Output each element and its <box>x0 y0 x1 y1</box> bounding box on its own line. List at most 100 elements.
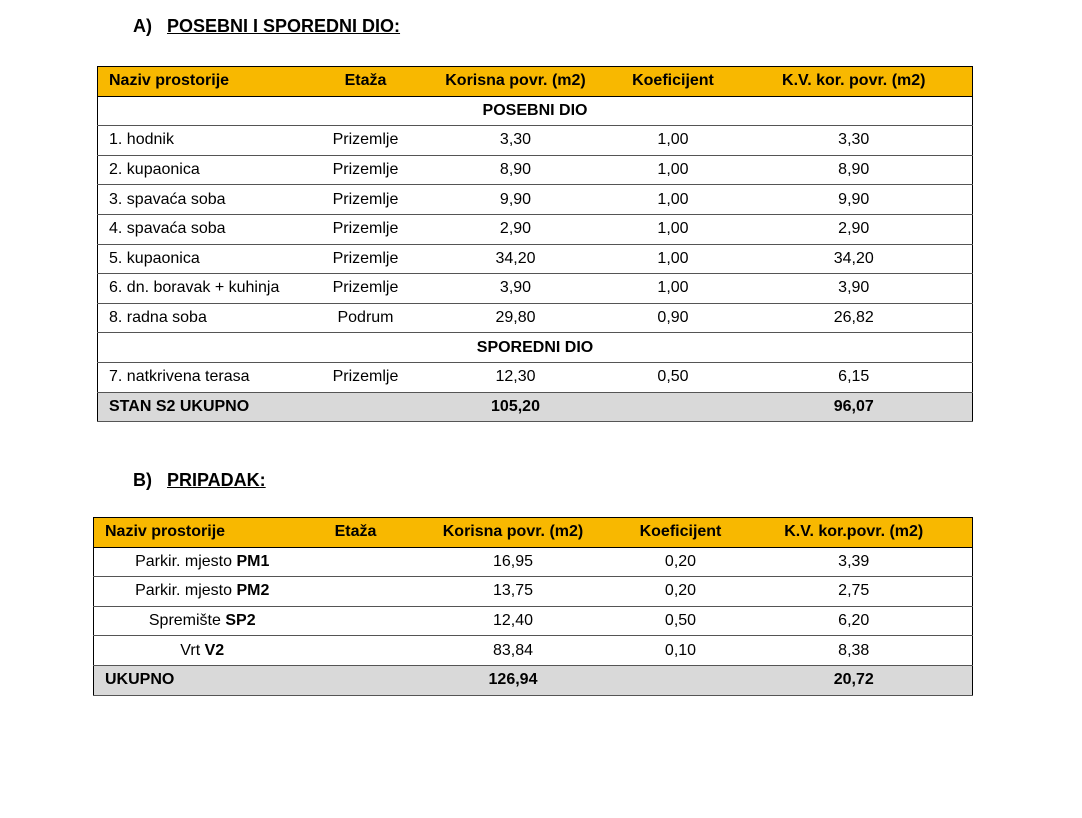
table-cell <box>610 392 736 423</box>
table-cell: 2,90 <box>735 214 973 245</box>
table-cell: 3,90 <box>420 273 611 304</box>
table-cell: 26,82 <box>735 303 973 334</box>
table-row: 5. kupaonica Prizemlje 34,20 1,00 34,20 <box>97 244 973 275</box>
section-heading: A) POSEBNI I SPOREDNI DIO: <box>133 16 400 37</box>
table-cell: 12,30 <box>420 362 611 393</box>
section-label: A) <box>133 16 152 36</box>
item-code: PM2 <box>236 582 270 600</box>
table: Naziv prostorije Etaža Korisna povr. (m2) K… <box>97 66 973 423</box>
table-cell <box>310 392 421 423</box>
table-cell: 2,90 <box>420 214 611 245</box>
total-row: STAN S2 UKUPNO 105,20 96,07 <box>97 392 973 423</box>
section-title: PRIPADAK: <box>167 470 266 490</box>
group-label: POSEBNI DIO <box>97 96 973 127</box>
table-row: 2. kupaonica Prizemlje 8,90 1,00 8,90 <box>97 155 973 186</box>
table-cell: Prizemlje <box>310 362 421 393</box>
total-row: UKUPNO 126,94 20,72 <box>93 665 973 696</box>
table-cell <box>310 635 401 666</box>
table-cell: 0,10 <box>625 635 736 666</box>
table-cell: 5. kupaonica <box>97 244 311 275</box>
item-name: Vrt <box>180 641 201 659</box>
table-cell: 34,20 <box>735 244 973 275</box>
table-cell: 3,30 <box>420 125 611 156</box>
table-row: Parkir. mjesto PM1 16,95 0,20 3,39 <box>93 547 973 578</box>
table: Naziv prostorije Etaža Korisna povr. (m2) K… <box>93 517 973 696</box>
total-label: UKUPNO <box>93 665 311 696</box>
table-cell: 0,90 <box>610 303 736 334</box>
item-code: SP2 <box>225 612 256 630</box>
group-row: POSEBNI DIO <box>97 96 973 127</box>
table-cell: 8,38 <box>735 635 973 666</box>
table-cell: 0,50 <box>610 362 736 393</box>
group-row: SPOREDNI DIO <box>97 332 973 363</box>
table-cell: 2,75 <box>735 576 973 607</box>
table-cell: 6,15 <box>735 362 973 393</box>
item-name: Spremište <box>148 612 221 630</box>
table-cell: 9,90 <box>735 184 973 215</box>
table-cell: 7. natkrivena terasa <box>97 362 311 393</box>
table-cell: 0,20 <box>625 576 736 607</box>
table-cell: Podrum <box>310 303 421 334</box>
table-cell: 8,90 <box>420 155 611 186</box>
table-cell: 1,00 <box>610 273 736 304</box>
section-heading: B) PRIPADAK: <box>133 470 266 491</box>
table-cell: Parkir. mjesto PM2 <box>93 576 311 607</box>
total-label: STAN S2 UKUPNO <box>97 392 311 423</box>
table-row: 1. hodnik Prizemlje 3,30 1,00 3,30 <box>97 125 973 156</box>
table-cell <box>625 665 736 696</box>
table-cell: 1,00 <box>610 214 736 245</box>
header-cell: K.V. kor.povr. (m2) <box>735 517 973 548</box>
table-cell: 8,90 <box>735 155 973 186</box>
table-cell <box>310 547 401 578</box>
table-cell: 6,20 <box>735 606 973 637</box>
header-cell: K.V. kor. povr. (m2) <box>735 66 973 97</box>
table-cell: 6. dn. boravak + kuhinja <box>97 273 311 304</box>
header-cell: Korisna povr. (m2) <box>420 66 611 97</box>
table-cell: Prizemlje <box>310 155 421 186</box>
table-cell: 1,00 <box>610 125 736 156</box>
table-cell: 12,40 <box>400 606 626 637</box>
table-cell: 4. spavaća soba <box>97 214 311 245</box>
header-row: Naziv prostorije Etaža Korisna povr. (m2) K… <box>97 66 973 97</box>
header-cell: Etaža <box>310 517 401 548</box>
table-row: Vrt V2 83,84 0,10 8,38 <box>93 635 973 666</box>
table-cell: 3,39 <box>735 547 973 578</box>
table-row: 6. dn. boravak + kuhinja Prizemlje 3,90 1,0… <box>97 273 973 304</box>
table-row: 7. natkrivena terasa Prizemlje 12,30 0,50 6,… <box>97 362 973 393</box>
header-cell: Naziv prostorije <box>97 66 311 97</box>
header-cell: Koeficijent <box>625 517 736 548</box>
header-cell: Naziv prostorije <box>93 517 311 548</box>
table-cell <box>310 606 401 637</box>
header-cell: Etaža <box>310 66 421 97</box>
item-name: Parkir. mjesto <box>135 552 233 570</box>
table-cell: Prizemlje <box>310 273 421 304</box>
total-weighted-area: 20,72 <box>735 665 973 696</box>
table-cell: 1. hodnik <box>97 125 311 156</box>
table-cell: Prizemlje <box>310 244 421 275</box>
table-row: 3. spavaća soba Prizemlje 9,90 1,00 9,90 <box>97 184 973 215</box>
table-row: Spremište SP2 12,40 0,50 6,20 <box>93 606 973 637</box>
table-cell: 9,90 <box>420 184 611 215</box>
table-cell: 29,80 <box>420 303 611 334</box>
item-name: Parkir. mjesto <box>135 582 233 600</box>
table-cell: Parkir. mjesto PM1 <box>93 547 311 578</box>
table-cell: 83,84 <box>400 635 626 666</box>
table-cell: 0,20 <box>625 547 736 578</box>
table-cell: Prizemlje <box>310 125 421 156</box>
total-area: 126,94 <box>400 665 626 696</box>
table-cell: 13,75 <box>400 576 626 607</box>
table-cell: Prizemlje <box>310 184 421 215</box>
table-cell: Prizemlje <box>310 214 421 245</box>
table-cell <box>310 576 401 607</box>
total-area: 105,20 <box>420 392 611 423</box>
header-cell: Korisna povr. (m2) <box>400 517 626 548</box>
table-row: 8. radna soba Podrum 29,80 0,90 26,82 <box>97 303 973 334</box>
table-cell: 0,50 <box>625 606 736 637</box>
table-cell: 2. kupaonica <box>97 155 311 186</box>
item-code: V2 <box>204 641 225 659</box>
table-cell: 34,20 <box>420 244 611 275</box>
table-cell: 1,00 <box>610 155 736 186</box>
table-cell: 3,30 <box>735 125 973 156</box>
table-cell <box>310 665 401 696</box>
